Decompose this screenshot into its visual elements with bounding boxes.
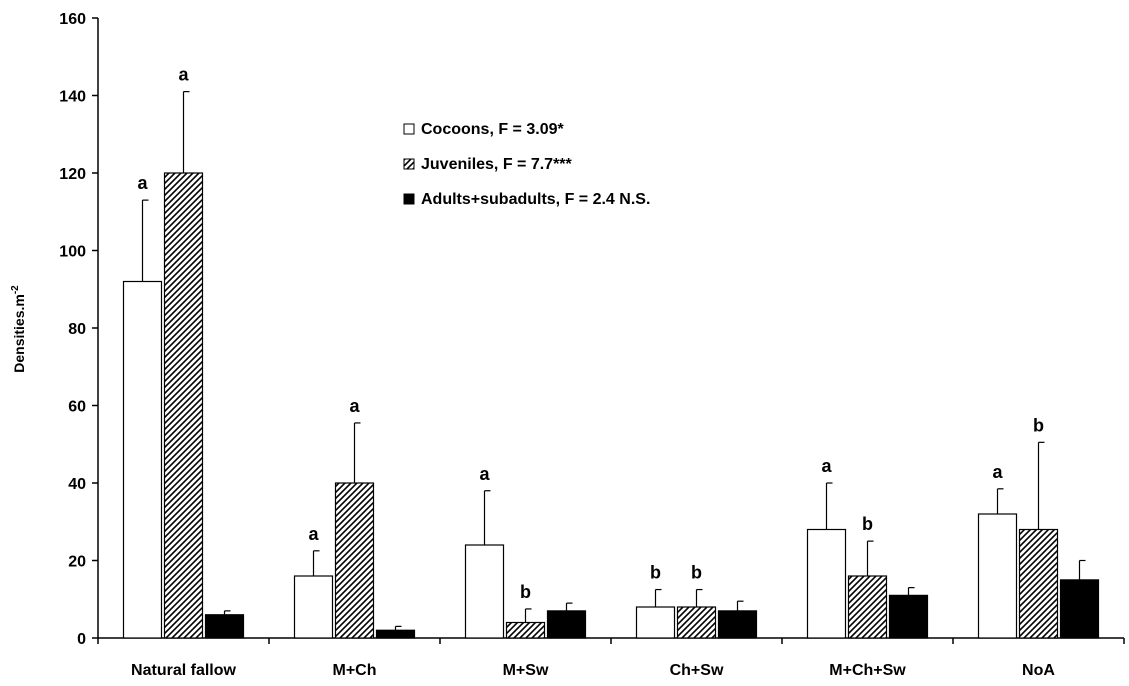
y-tick-label: 80 xyxy=(68,321,86,338)
bar xyxy=(546,610,587,639)
significance-label: b xyxy=(650,563,661,583)
bar xyxy=(1059,579,1100,639)
y-tick-label: 0 xyxy=(77,631,86,648)
significance-label: b xyxy=(691,563,702,583)
x-axis: Natural fallow M+Ch M+Sw Ch+Sw M+Ch+Sw NoA xyxy=(97,637,1125,679)
y-axis-label-group: Densities.m-2 xyxy=(10,285,27,373)
significance-label: a xyxy=(821,456,832,476)
bar xyxy=(635,606,676,639)
bar xyxy=(1018,528,1059,639)
significance-label: b xyxy=(1033,415,1044,435)
legend-label: Juveniles, F = 7.7*** xyxy=(421,156,573,173)
bar xyxy=(977,513,1018,639)
bar xyxy=(204,614,245,639)
x-category-label: NoA xyxy=(1022,662,1055,679)
y-tick-label: 140 xyxy=(59,89,86,106)
bar xyxy=(505,621,546,639)
x-category-label: M+Ch+Sw xyxy=(829,662,906,679)
legend-label: Cocoons, F = 3.09* xyxy=(421,121,564,138)
legend-swatch xyxy=(403,123,415,135)
legend-swatch xyxy=(403,193,415,205)
significance-label: a xyxy=(349,396,360,416)
bar xyxy=(163,172,204,639)
bar xyxy=(334,482,375,639)
significance-label: a xyxy=(479,464,490,484)
y-axis: 0 20 40 60 80 100 120 140 160 xyxy=(59,11,99,648)
significance-label: a xyxy=(308,524,319,544)
bar xyxy=(888,594,929,639)
significance-label: b xyxy=(520,582,531,602)
legend-swatch xyxy=(403,158,415,170)
bar xyxy=(293,575,334,639)
bar xyxy=(122,280,163,639)
bar xyxy=(717,610,758,639)
y-tick-label: 160 xyxy=(59,11,86,28)
y-tick-label: 120 xyxy=(59,166,86,183)
significance-label: a xyxy=(137,173,148,193)
significance-label: b xyxy=(862,514,873,534)
significance-label: a xyxy=(992,462,1003,482)
y-axis-label: Densities.m-2 xyxy=(10,285,27,373)
x-category-label: M+Ch xyxy=(333,662,377,679)
x-category-label: Natural fallow xyxy=(131,662,236,679)
y-tick-label: 20 xyxy=(68,554,86,571)
bars: a a a a a b b b a b a b xyxy=(122,65,1100,639)
y-tick-label: 100 xyxy=(59,244,86,261)
bar xyxy=(464,544,505,639)
legend-label: Adults+subadults, F = 2.4 N.S. xyxy=(421,191,650,208)
x-category-label: Ch+Sw xyxy=(670,662,724,679)
bar xyxy=(375,629,416,639)
y-tick-label: 40 xyxy=(68,476,86,493)
bar xyxy=(847,575,888,639)
bar xyxy=(806,528,847,639)
legend: Cocoons, F = 3.09* Juveniles, F = 7.7*** A… xyxy=(403,121,650,208)
significance-label: a xyxy=(178,65,189,85)
y-tick-label: 60 xyxy=(68,399,86,416)
bar xyxy=(676,606,717,639)
x-category-label: M+Sw xyxy=(503,662,549,679)
